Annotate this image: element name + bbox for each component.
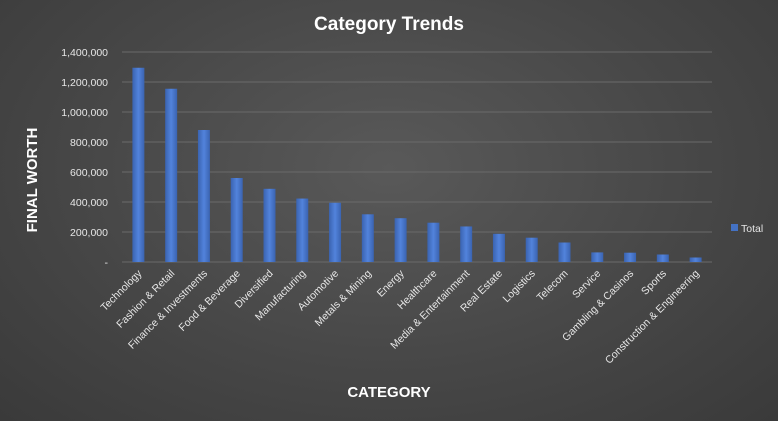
bar (460, 226, 473, 262)
legend-label: Total (741, 223, 763, 235)
bar (165, 88, 178, 262)
x-tick-label: Telecom (534, 267, 570, 303)
y-axis-title: FINAL WORTH (24, 128, 41, 233)
bars (132, 67, 702, 262)
y-tick-label: 600,000 (70, 167, 108, 179)
bar (591, 252, 604, 262)
bar (197, 130, 210, 262)
bar (427, 222, 440, 262)
bar (394, 218, 407, 262)
bar (525, 237, 538, 262)
bar (230, 178, 243, 262)
y-tick-label: - (105, 257, 109, 269)
x-axis-title: CATEGORY (347, 384, 430, 401)
bar (361, 214, 374, 262)
gridlines (122, 51, 712, 263)
legend: Total (731, 223, 763, 235)
x-tick-label: Metals & Mining (313, 268, 374, 329)
x-tick-label: Sports (639, 268, 669, 298)
y-tick-label: 800,000 (70, 137, 108, 149)
x-tick-label: Fashion & Retail (114, 268, 177, 331)
y-tick-label: 1,200,000 (61, 77, 108, 89)
y-tick-label: 1,000,000 (61, 107, 108, 119)
legend-swatch (731, 224, 738, 231)
bar (492, 233, 505, 262)
bar (329, 202, 342, 262)
x-tick-label: Energy (375, 267, 408, 300)
bar (296, 198, 309, 262)
bar (656, 254, 669, 262)
y-tick-label: 200,000 (70, 227, 108, 239)
y-axis-ticks: - 200,000 400,000 600,000 800,000 1,000,000 1,… (61, 47, 108, 269)
bar (624, 252, 637, 262)
bar (558, 242, 571, 262)
bar (263, 188, 276, 262)
chart-title: Category Trends (314, 14, 464, 35)
y-tick-label: 400,000 (70, 197, 108, 209)
y-tick-label: 1,400,000 (61, 47, 108, 59)
bar (132, 67, 145, 262)
bar (689, 257, 702, 262)
x-tick-label: Logistics (500, 268, 537, 305)
